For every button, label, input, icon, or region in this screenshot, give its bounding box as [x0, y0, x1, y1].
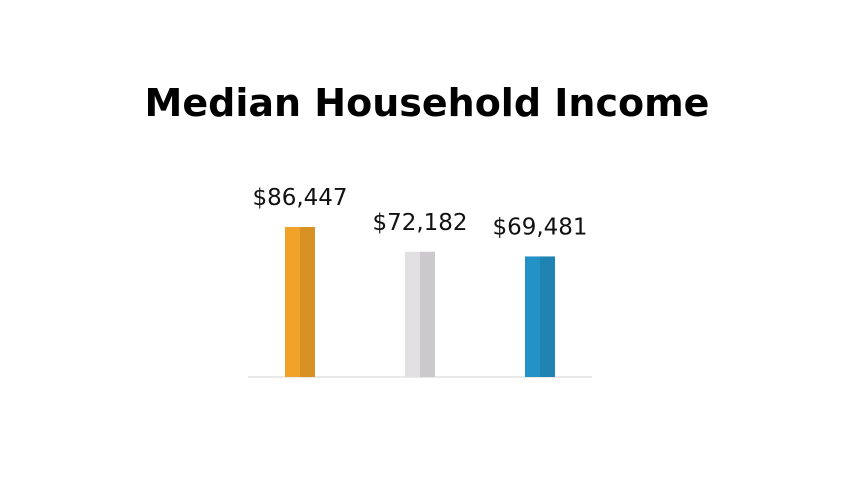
value-label: $72,182	[372, 210, 467, 236]
bar-shade	[300, 227, 315, 377]
bar-shade	[420, 251, 435, 377]
value-label: $86,447	[252, 185, 347, 211]
bar	[525, 256, 555, 377]
chart-title: Median Household Income	[145, 81, 710, 125]
value-label: $69,481	[492, 214, 587, 240]
bar	[405, 251, 435, 377]
bar	[285, 227, 315, 377]
bar-shade	[540, 256, 555, 377]
